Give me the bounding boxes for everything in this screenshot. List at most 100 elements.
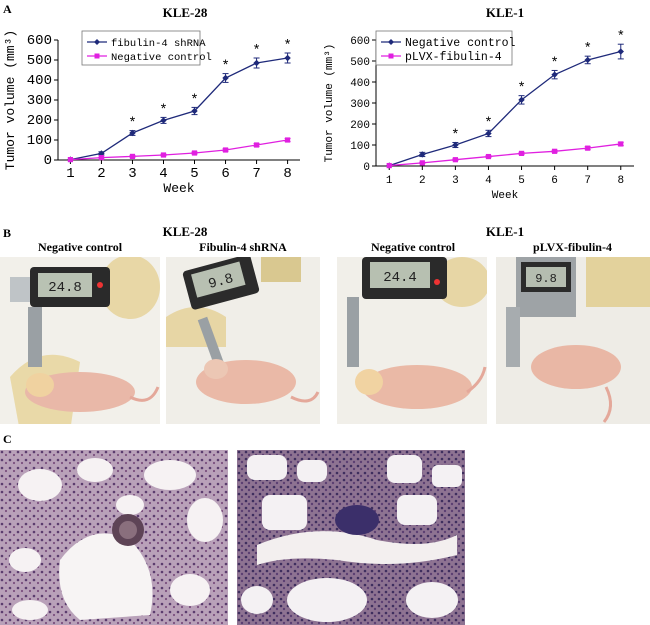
data-point bbox=[452, 157, 458, 163]
y-tick-label: 500 bbox=[27, 53, 52, 69]
legend-label: Negative control bbox=[111, 52, 212, 64]
legend-marker bbox=[388, 53, 394, 59]
caliper-readout-4: 9.8 bbox=[535, 272, 557, 286]
significance-star: * bbox=[617, 29, 625, 45]
histology-image-right bbox=[237, 450, 465, 625]
x-axis-label: Week bbox=[163, 181, 194, 196]
photo-caption-4: pLVX-fibulin-4 bbox=[533, 240, 612, 254]
y-tick-label: 200 bbox=[350, 120, 370, 132]
data-point bbox=[485, 153, 492, 160]
panel-a-label: A bbox=[3, 2, 12, 16]
photo-fibulin-4-shrna: 9.8 bbox=[166, 257, 320, 424]
x-tick-label: 3 bbox=[452, 175, 459, 187]
legend-box bbox=[81, 30, 201, 66]
y-tick-label: 300 bbox=[27, 93, 52, 109]
photo-caption-3: Negative control bbox=[370, 240, 456, 254]
photo-caption-2: Fibulin-4 shRNA bbox=[199, 240, 287, 254]
significance-star: * bbox=[159, 102, 167, 118]
y-axis-label: Tumor volume (mm³) bbox=[324, 44, 336, 163]
chart-kle-1: 0 100 200 300 400 500 600 1 2 3 4 5 6 7 8 Week Tumor vol… bbox=[324, 29, 634, 202]
legend-marker bbox=[94, 53, 100, 59]
significance-star: * bbox=[128, 116, 136, 132]
caliper-readout-3: 24.4 bbox=[383, 270, 417, 286]
x-axis-label: Week bbox=[492, 190, 519, 202]
y-tick-label: 600 bbox=[27, 33, 52, 49]
y-tick-label: 100 bbox=[350, 141, 370, 153]
y-tick-label: 400 bbox=[27, 73, 52, 89]
chart-kle-28: 0 100 200 300 400 500 600 1 2 3 4 5 6 7 8 Week Tumor vol… bbox=[3, 30, 300, 196]
y-tick-label: 200 bbox=[27, 113, 52, 129]
data-point bbox=[419, 151, 426, 158]
significance-star: * bbox=[583, 41, 591, 57]
legend-box bbox=[375, 30, 513, 66]
data-point bbox=[284, 54, 291, 62]
x-tick-label: 6 bbox=[551, 175, 558, 187]
y-tick-label: 0 bbox=[363, 162, 370, 174]
data-point bbox=[67, 157, 74, 163]
legend-marker bbox=[388, 39, 394, 45]
series-line-0 bbox=[70, 57, 288, 161]
group-label-kle-1: KLE-1 bbox=[485, 224, 525, 239]
data-point bbox=[222, 147, 229, 153]
x-tick-label: 1 bbox=[386, 175, 393, 187]
data-point bbox=[160, 117, 167, 124]
panel-c-label: C bbox=[3, 432, 12, 446]
x-tick-label: 8 bbox=[617, 175, 624, 187]
data-point bbox=[585, 145, 591, 151]
data-point bbox=[584, 56, 591, 64]
data-point bbox=[160, 152, 167, 158]
legend-label: pLVX-fibulin-4 bbox=[405, 51, 502, 64]
data-point bbox=[191, 107, 198, 115]
data-point bbox=[284, 137, 291, 143]
y-tick-label: 100 bbox=[27, 133, 52, 149]
caliper-readout-2: 9.8 bbox=[207, 271, 236, 293]
y-tick-label: 600 bbox=[350, 36, 370, 48]
data-point bbox=[618, 141, 624, 147]
x-tick-label: 7 bbox=[584, 175, 591, 187]
series-line-1 bbox=[70, 139, 288, 161]
significance-star: * bbox=[221, 59, 229, 75]
chart-1-title: KLE-28 bbox=[162, 5, 208, 20]
data-point bbox=[191, 150, 198, 156]
x-tick-label: 7 bbox=[252, 166, 260, 182]
histology-image-left bbox=[0, 450, 228, 625]
data-point bbox=[518, 96, 525, 104]
x-tick-label: 6 bbox=[221, 166, 229, 182]
legend-label: fibulin-4 shRNA bbox=[111, 38, 206, 50]
y-axis-label: Tumor volume (mm³) bbox=[3, 30, 18, 170]
significance-star: * bbox=[252, 43, 260, 59]
data-point bbox=[253, 142, 260, 148]
significance-star: * bbox=[190, 92, 198, 108]
group-label-kle-28: KLE-28 bbox=[162, 224, 208, 239]
x-tick-label: 3 bbox=[128, 166, 136, 182]
series-line-0 bbox=[389, 50, 621, 167]
significance-star: * bbox=[283, 38, 291, 54]
x-tick-label: 4 bbox=[485, 175, 492, 187]
data-point bbox=[617, 48, 624, 55]
data-point bbox=[222, 74, 229, 82]
series-line-1 bbox=[389, 143, 621, 167]
x-tick-label: 2 bbox=[97, 166, 105, 182]
panel-b-label: B bbox=[3, 226, 12, 240]
data-point bbox=[98, 155, 105, 161]
data-point bbox=[552, 148, 558, 154]
y-tick-label: 400 bbox=[350, 78, 370, 90]
photo-negative-control-kle-28: 24.8 bbox=[0, 257, 160, 424]
y-tick-label: 300 bbox=[350, 99, 370, 111]
caliper-readout-1: 24.8 bbox=[48, 280, 82, 296]
data-point bbox=[253, 59, 260, 67]
data-point bbox=[419, 160, 425, 166]
legend-marker bbox=[94, 39, 100, 45]
legend-label: Negative control bbox=[405, 37, 516, 50]
significance-star: * bbox=[484, 115, 492, 131]
x-tick-label: 5 bbox=[518, 175, 525, 187]
x-tick-label: 4 bbox=[159, 166, 167, 182]
x-tick-label: 5 bbox=[190, 166, 198, 182]
x-tick-label: 2 bbox=[419, 175, 426, 187]
photo-caption-1: Negative control bbox=[37, 240, 123, 254]
data-point bbox=[485, 130, 492, 137]
photo-plvx-fibulin-4: 9.8 bbox=[496, 257, 650, 424]
x-tick-label: 8 bbox=[283, 166, 291, 182]
chart-2-title: KLE-1 bbox=[485, 5, 525, 20]
photo-negative-control-kle-1: 24.4 bbox=[337, 257, 487, 424]
